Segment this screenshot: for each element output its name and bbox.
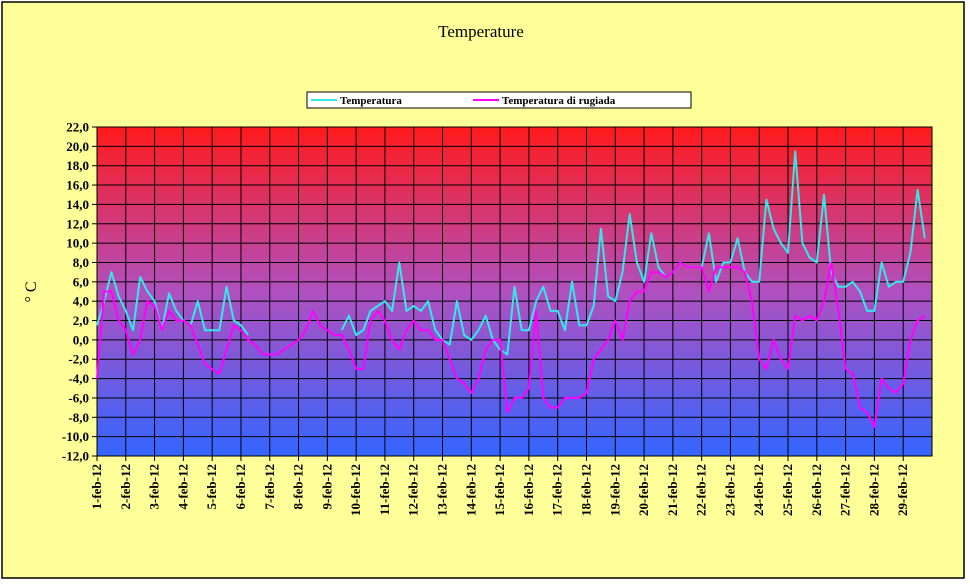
series-line: [96, 150, 926, 356]
x-tick-label: 14-feb-12: [463, 464, 478, 516]
legend: Temperatura Temperatura di rugiada: [306, 91, 692, 109]
x-tick-label: 16-feb-12: [521, 464, 536, 516]
y-tick-label: 2,0: [73, 313, 89, 328]
plot-area: -12,0 -10,0 -8,0 -6,0 -4,0 -2,0 0,0 2,0 4,0 6,0 8,…: [62, 120, 933, 516]
y-tick-label: -4,0: [68, 371, 89, 386]
x-tick-label: 25-feb-12: [780, 464, 795, 516]
y-tick-label: 12,0: [66, 216, 89, 231]
y-tick-label: -2,0: [68, 352, 89, 367]
x-tick-label: 19-feb-12: [607, 464, 622, 516]
x-tick-label: 15-feb-12: [492, 464, 507, 516]
series-line: [96, 261, 926, 428]
x-tick-label: 6-feb-12: [233, 464, 248, 510]
x-tick-label: 20-feb-12: [636, 464, 651, 516]
x-tick-label: 5-feb-12: [204, 464, 219, 510]
x-tick-label: 29-feb-12: [895, 464, 910, 516]
y-tick-label: 10,0: [66, 236, 89, 251]
y-tick-label: 4,0: [73, 294, 89, 309]
plot-border: [96, 126, 933, 457]
y-tick-label: 0,0: [73, 332, 89, 347]
y-tick-label: -12,0: [62, 449, 89, 464]
x-tick-label: 1-feb-12: [89, 464, 104, 510]
x-tick-label: 13-feb-12: [435, 464, 450, 516]
y-tick-label: 14,0: [66, 197, 89, 212]
x-tick-label: 28-feb-12: [866, 464, 881, 516]
x-tick-label: 21-feb-12: [665, 464, 680, 516]
y-axis-label: ° C: [23, 281, 40, 302]
x-tick-label: 23-feb-12: [722, 464, 737, 516]
chart-title: Temperature: [438, 22, 524, 41]
x-tick-label: 8-feb-12: [291, 464, 306, 510]
x-tick-label: 2-feb-12: [118, 464, 133, 510]
x-tick-label: 4-feb-12: [175, 464, 190, 510]
legend-label: Temperatura di rugiada: [502, 95, 616, 107]
x-tick-label: 7-feb-12: [262, 464, 277, 510]
x-tick-label: 27-feb-12: [838, 464, 853, 516]
y-tick-label: 18,0: [66, 158, 89, 173]
x-tick-label: 22-feb-12: [694, 464, 709, 516]
y-tick-label: 8,0: [73, 255, 89, 270]
y-tick-label: 20,0: [66, 139, 89, 154]
x-tick-label: 12-feb-12: [406, 464, 421, 516]
y-tick-label: -8,0: [68, 410, 89, 425]
y-tick-label: 16,0: [66, 178, 89, 193]
x-tick-label: 9-feb-12: [319, 464, 334, 510]
x-tick-label: 3-feb-12: [147, 464, 162, 510]
x-tick-label: 18-feb-12: [578, 464, 593, 516]
legend-label: Temperatura: [340, 95, 402, 107]
x-tick-label: 11-feb-12: [377, 464, 392, 515]
x-tick-label: 10-feb-12: [348, 464, 363, 516]
y-tick-label: -6,0: [68, 390, 89, 405]
x-tick-label: 26-feb-12: [809, 464, 824, 516]
y-tick-label: 6,0: [73, 274, 89, 289]
x-tick-label: 17-feb-12: [550, 464, 565, 516]
y-tick-label: 22,0: [66, 120, 89, 135]
x-tick-label: 24-feb-12: [751, 464, 766, 516]
y-tick-label: -10,0: [62, 429, 89, 444]
